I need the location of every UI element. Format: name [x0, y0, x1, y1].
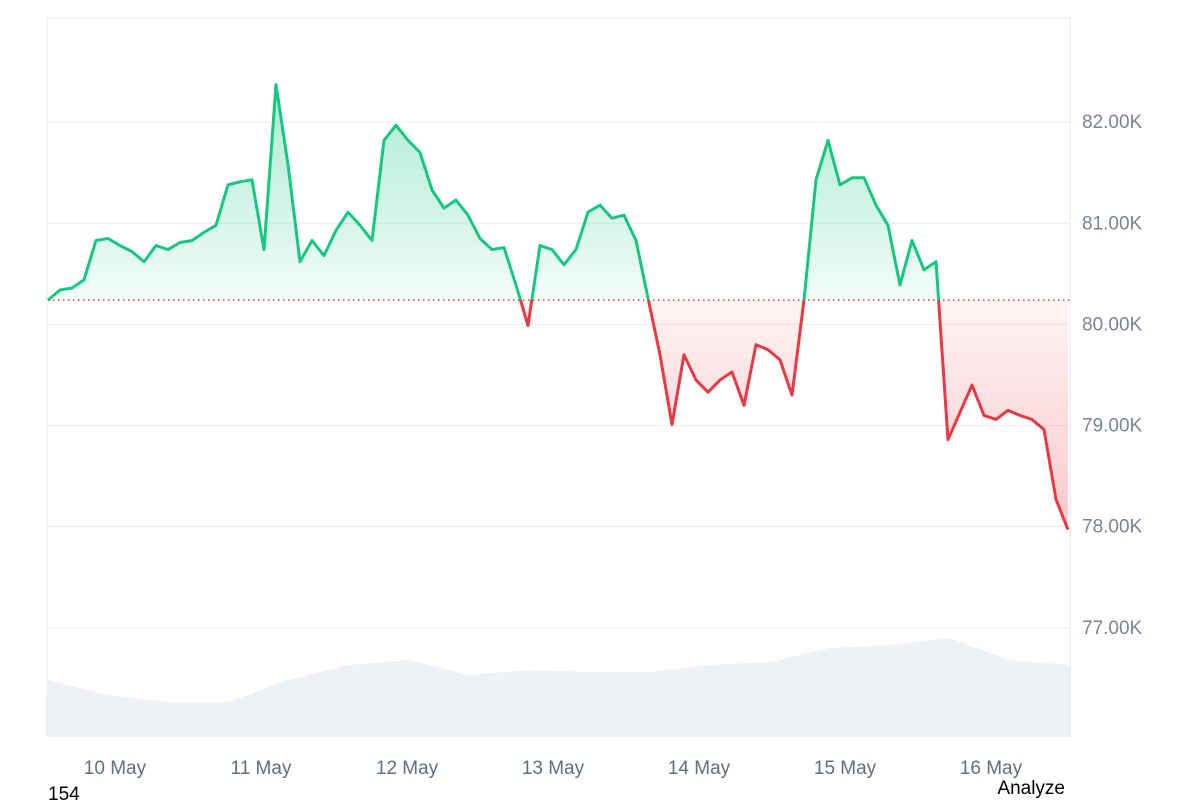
- x-tick-label: 14 May: [668, 758, 731, 779]
- corner-text: 154: [48, 784, 80, 800]
- y-tick-label: 78.00K: [1082, 517, 1143, 538]
- volume-area: [47, 638, 1070, 737]
- x-tick-label: 12 May: [376, 758, 439, 779]
- y-tick-label: 81.00K: [1082, 213, 1143, 234]
- x-tick-label: 15 May: [814, 758, 877, 779]
- x-tick-label: 10 May: [84, 758, 147, 779]
- y-tick-label: 80.00K: [1082, 314, 1143, 335]
- price-fill: [48, 84, 1068, 530]
- y-tick-label: 79.00K: [1082, 416, 1143, 437]
- x-tick-label: 13 May: [522, 758, 585, 779]
- price-line: [47, 83, 1070, 531]
- y-tick-label: 82.00K: [1082, 112, 1143, 133]
- y-tick-label: 77.00K: [1082, 618, 1143, 639]
- x-tick-label: 11 May: [231, 758, 292, 779]
- x-tick-label: 16 May: [960, 758, 1023, 779]
- analyze-button[interactable]: Analyze: [997, 778, 1065, 799]
